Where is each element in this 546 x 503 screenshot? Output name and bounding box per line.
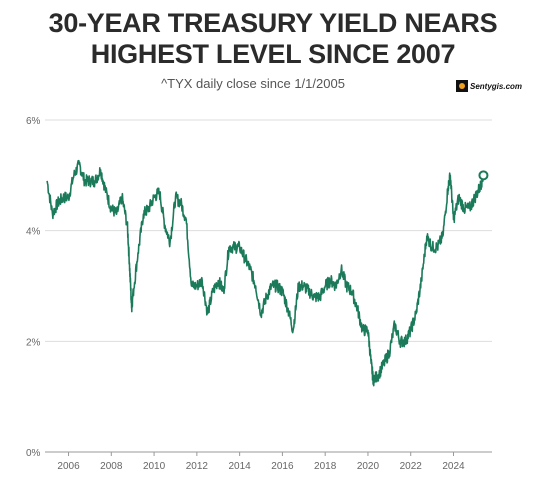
- x-tick-label: 2008: [100, 461, 123, 472]
- chart-title-line2: HIGHEST LEVEL SINCE 2007: [90, 39, 456, 69]
- x-tick-label: 2018: [314, 461, 337, 472]
- x-tick-label: 2024: [442, 461, 465, 472]
- latest-point-marker: [478, 170, 489, 181]
- y-tick-label: 6%: [26, 116, 41, 127]
- chart-title-line1: 30-YEAR TREASURY YIELD NEARS: [48, 8, 498, 38]
- y-tick-label: 4%: [26, 227, 41, 238]
- x-tick-label: 2006: [57, 461, 80, 472]
- x-tick-label: 2022: [400, 461, 423, 472]
- watermark: Sentygis.com: [456, 80, 522, 92]
- x-tick-label: 2012: [186, 461, 209, 472]
- chart-title: 30-YEAR TREASURY YIELD NEARS HIGHEST LEV…: [0, 8, 546, 70]
- series-line: [46, 159, 485, 387]
- x-tick-label: 2010: [143, 461, 166, 472]
- header: 30-YEAR TREASURY YIELD NEARS HIGHEST LEV…: [0, 8, 546, 91]
- y-tick-label: 0%: [26, 448, 41, 459]
- x-tick-label: 2014: [229, 461, 252, 472]
- y-tick-label: 2%: [26, 337, 41, 348]
- watermark-logo-icon: [456, 80, 468, 92]
- watermark-text: Sentygis.com: [470, 81, 523, 91]
- x-tick-label: 2020: [357, 461, 380, 472]
- chart-subtitle: ^TYX daily close since 1/1/2005: [161, 76, 345, 91]
- x-tick-label: 2016: [271, 461, 294, 472]
